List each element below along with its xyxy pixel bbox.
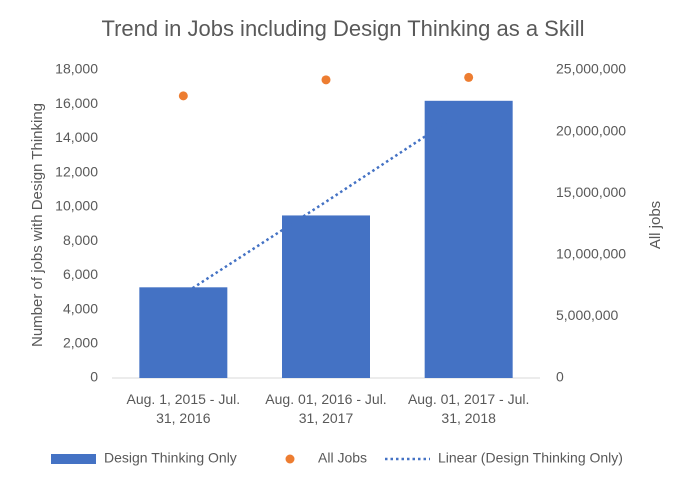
y2-axis-title: All jobs [647, 201, 664, 249]
chart-title: Trend in Jobs including Design Thinking … [101, 16, 584, 41]
y2-tick-label: 25,000,000 [556, 61, 626, 77]
bar [282, 215, 370, 378]
legend-label: Design Thinking Only [104, 450, 237, 466]
bar [139, 287, 228, 378]
y2-tick-label: 20,000,000 [556, 122, 626, 138]
x-tick-label: Aug. 1, 2015 - Jul. 31, 2016 [126, 391, 241, 426]
x-tick-label: Aug. 01, 2016 - Jul. 31, 2017 [265, 391, 387, 426]
legend-swatch [285, 454, 295, 464]
y-tick-label: 8,000 [63, 232, 98, 248]
trend-line [182, 106, 470, 296]
y-tick-label: 4,000 [63, 300, 98, 316]
y-tick-label: 10,000 [55, 198, 98, 214]
y2-tick-label: 0 [556, 369, 564, 385]
y2-tick-label: 15,000,000 [556, 184, 626, 200]
y-tick-label: 0 [90, 369, 98, 385]
y-tick-label: 2,000 [63, 334, 98, 350]
y-tick-label: 18,000 [55, 61, 98, 77]
x-tick-label: Aug. 01, 2017 - Jul. 31, 2018 [407, 391, 530, 426]
point [321, 75, 331, 85]
y-tick-label: 12,000 [55, 163, 98, 179]
legend-swatch [51, 454, 96, 464]
point [178, 91, 188, 101]
y-tick-label: 6,000 [63, 266, 98, 282]
y-tick-label: 16,000 [55, 95, 98, 111]
legend-label: Linear (Design Thinking Only) [438, 450, 623, 466]
y-tick-label: 14,000 [55, 129, 98, 145]
y2-tick-label: 10,000,000 [556, 246, 626, 262]
y-axis-title: Number of jobs with Design Thinking [29, 103, 46, 347]
bar [424, 100, 513, 379]
y2-tick-label: 5,000,000 [556, 307, 618, 323]
point [464, 72, 474, 82]
legend-label: All Jobs [318, 450, 367, 466]
